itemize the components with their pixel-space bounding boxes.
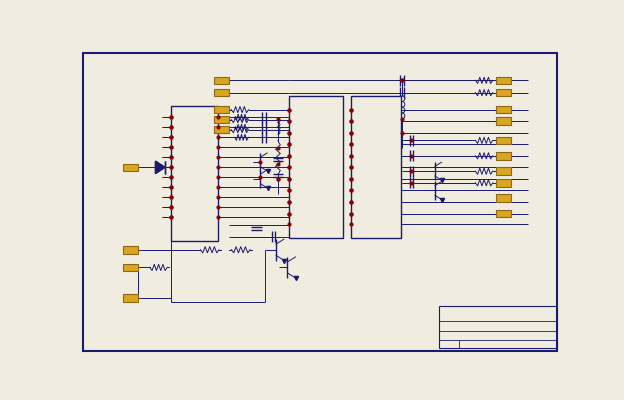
Bar: [496, 117, 511, 125]
Bar: [214, 126, 229, 133]
Bar: [496, 137, 511, 144]
Bar: [496, 179, 511, 186]
Bar: [123, 246, 139, 254]
Bar: [123, 264, 139, 271]
Bar: [496, 210, 511, 217]
Polygon shape: [155, 161, 165, 174]
Bar: [214, 89, 229, 96]
Bar: [289, 96, 343, 238]
Bar: [214, 116, 229, 123]
Bar: [496, 106, 511, 113]
Bar: [123, 294, 139, 302]
Bar: [351, 96, 401, 238]
Bar: [496, 76, 511, 84]
Polygon shape: [155, 161, 165, 174]
Bar: [171, 106, 218, 240]
Bar: [439, 306, 557, 348]
Bar: [123, 164, 139, 171]
Bar: [214, 106, 229, 113]
Bar: [496, 89, 511, 96]
Bar: [496, 168, 511, 175]
Bar: [496, 152, 511, 160]
Bar: [496, 194, 511, 202]
Bar: [214, 76, 229, 84]
